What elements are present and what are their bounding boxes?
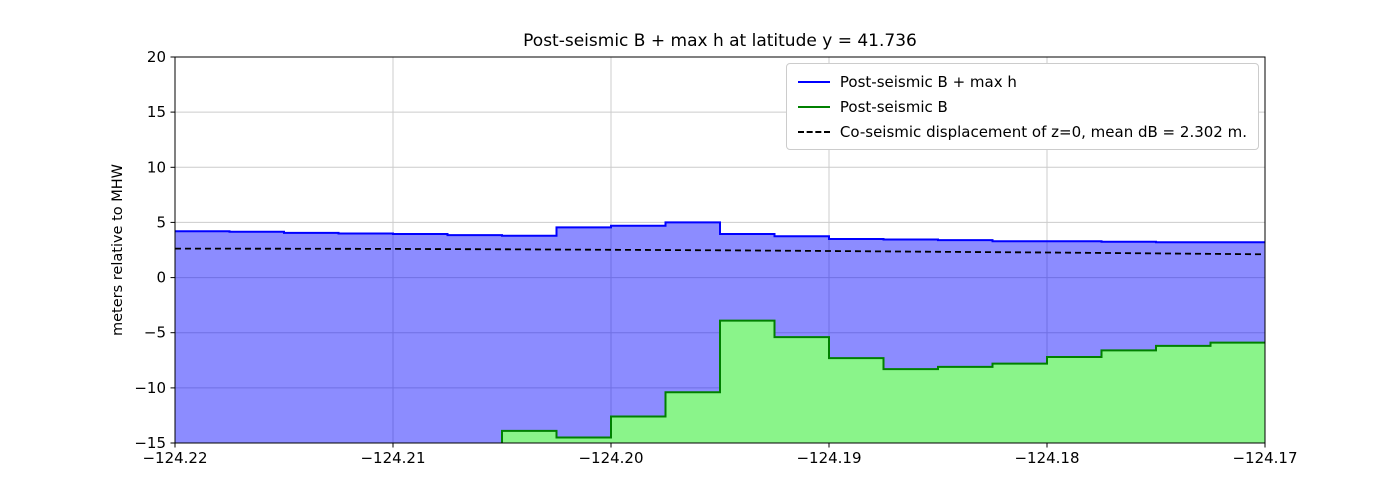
legend-label: Post-seismic B + max h	[839, 72, 1017, 91]
legend-item: Post-seismic B + max h	[797, 71, 1247, 92]
y-tick-label: 15	[147, 103, 166, 121]
axes-frame	[174, 56, 1266, 444]
x-tick-label: −124.19	[796, 449, 861, 467]
y-tick-label: −10	[134, 379, 166, 397]
axis-ticks	[170, 56, 1266, 448]
x-tick-label: −124.20	[578, 449, 643, 467]
y-tick-label: −5	[144, 324, 166, 342]
y-tick-label: 5	[156, 213, 166, 231]
y-axis-label: meters relative to MHW	[110, 164, 126, 336]
y-tick-label: −15	[134, 434, 166, 452]
legend-line-sample-post-seismic-b-max-h	[797, 80, 830, 83]
series-fill-post-seismic-b	[502, 320, 1265, 443]
y-tick-label: 0	[156, 269, 166, 287]
axis-tick-labels: −124.22 −124.21 −124.20 −124.19 −124.18 −124.…	[134, 48, 1297, 467]
series-layer	[175, 221, 1265, 443]
x-tick-label: −124.22	[142, 449, 207, 467]
legend-label: Co-seismic displacement of z=0, mean dB …	[839, 122, 1247, 141]
legend-line-sample-co-seismic-displacement	[797, 130, 830, 133]
legend-item: Post-seismic B	[797, 96, 1247, 117]
legend: Post-seismic B + max h Post-seismic B Co…	[785, 63, 1259, 150]
y-tick-label: 10	[147, 158, 166, 176]
chart-title: Post-seismic B + max h at latitude y = 4…	[523, 31, 917, 51]
y-tick-label: 20	[147, 48, 166, 66]
legend-line-sample-post-seismic-b	[797, 105, 830, 108]
legend-label: Post-seismic B	[839, 97, 948, 116]
legend-item: Co-seismic displacement of z=0, mean dB …	[797, 121, 1247, 142]
x-tick-label: −124.18	[1014, 449, 1079, 467]
series-line-co-seismic-displacement-of-z-0-mean-db-2-302-m	[175, 247, 1265, 256]
x-tick-label: −124.17	[1232, 449, 1297, 467]
series-line-post-seismic-b-max-h	[175, 221, 1265, 244]
x-tick-label: −124.21	[360, 449, 425, 467]
series-line-post-seismic-b	[501, 319, 1265, 443]
